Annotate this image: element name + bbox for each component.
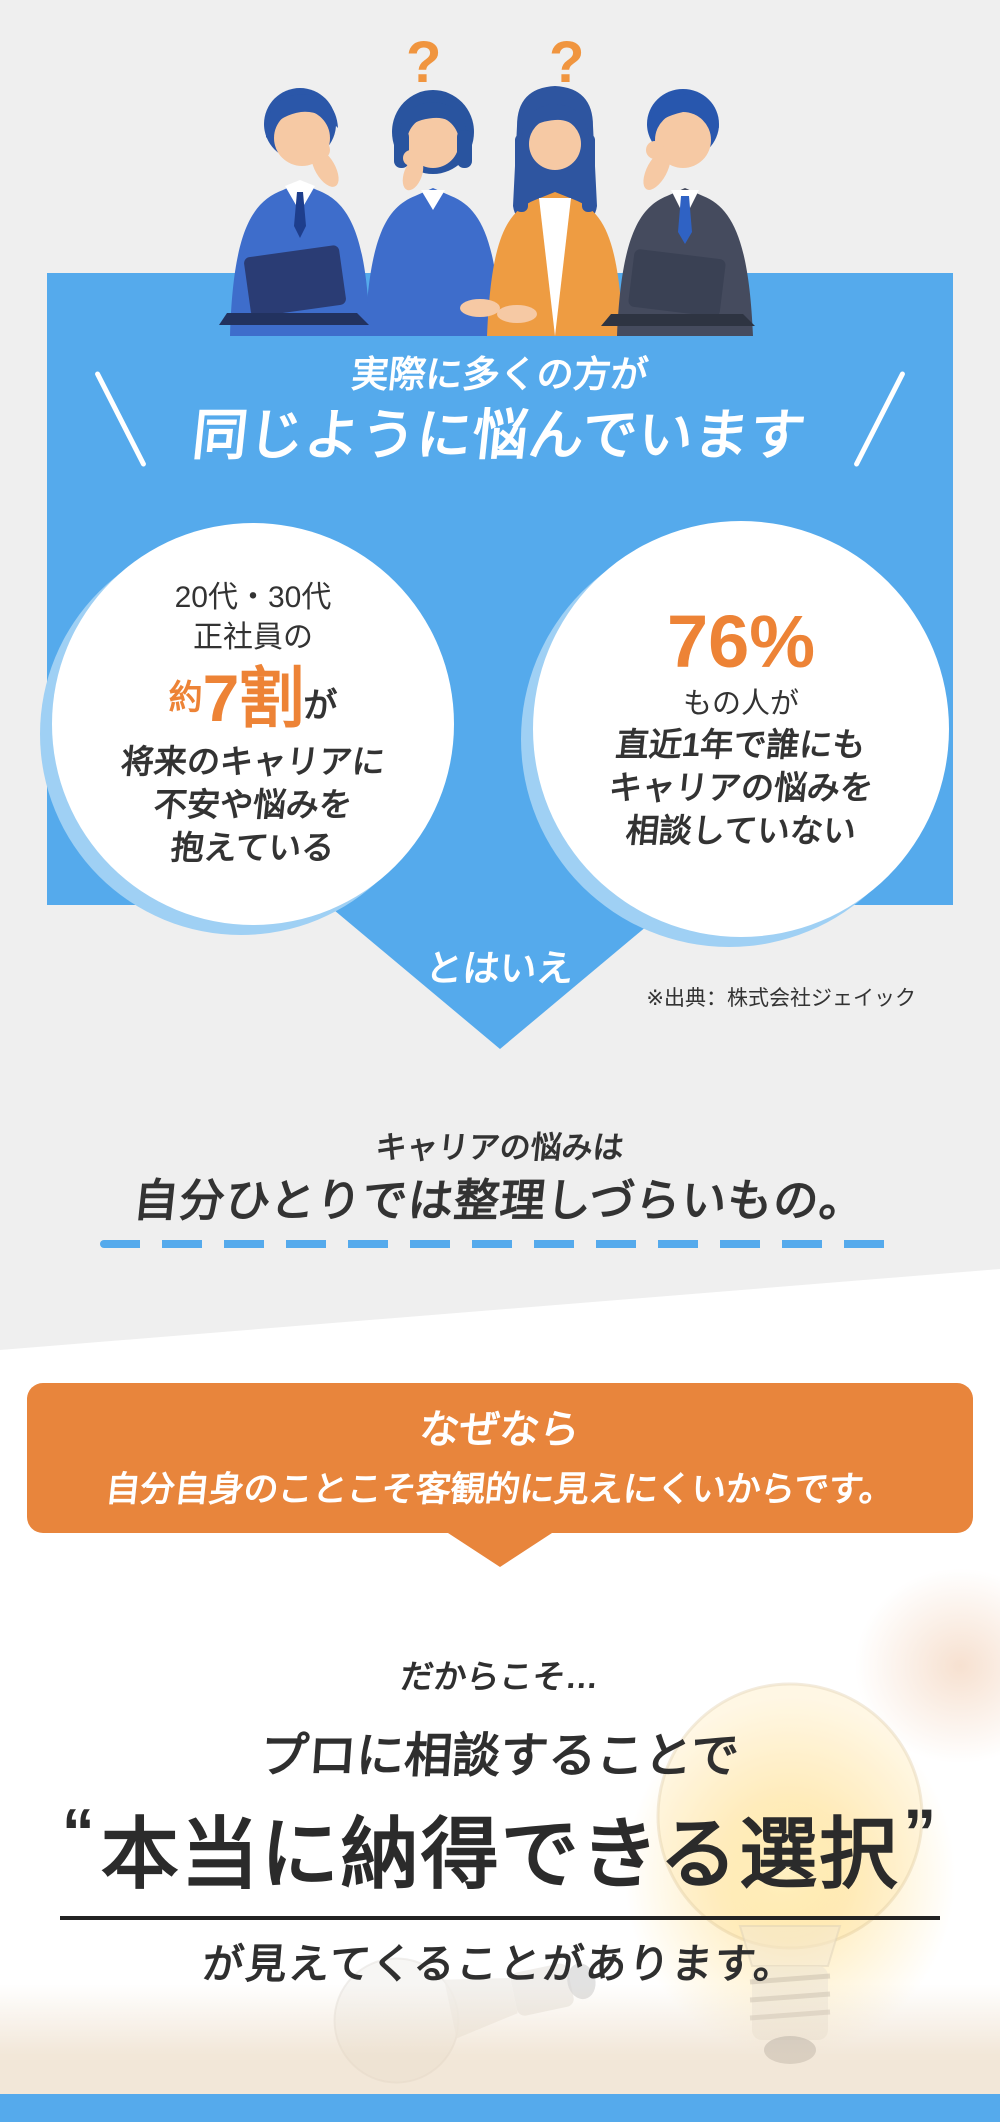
stat-right-percent: 76% — [666, 600, 816, 684]
stat-left-big-number: 7割 — [202, 661, 305, 736]
question-mark-icon: ? — [406, 30, 442, 95]
conclusion-line-3: が見えてくることがあります。 — [200, 1941, 799, 1987]
reason-title: なぜなら — [417, 1408, 582, 1452]
laptop-icon — [219, 245, 369, 325]
dashed-underline — [100, 1240, 900, 1248]
question-mark-icon: ? — [549, 30, 585, 95]
stat-right-line-3: 相談していない — [624, 812, 859, 850]
conclusion-highlight: “本当に納得できる選択” — [0, 1792, 1000, 1904]
stat-left-worry-2: 不安や悩みを — [152, 786, 355, 824]
conclusion-underline — [60, 1916, 940, 1920]
bottom-accent-bar — [0, 2094, 1000, 2122]
stat-left-worry-3: 抱えている — [169, 829, 337, 867]
stat-left-employee: 正社員の — [193, 620, 313, 654]
lead-line-1: キャリアの悩みは — [373, 1130, 626, 1165]
photo-background — [0, 1566, 1000, 2094]
people-illustration-icon — [219, 86, 755, 336]
close-quote-icon: ” — [903, 1795, 939, 1869]
reason-box: なぜなら 自分自身のことこそ客観的に見えにくいからです。 — [27, 1383, 973, 1533]
stat-circle-right: 76% もの人が 直近1年で誰にも キャリアの悩みを 相談していない — [533, 521, 949, 937]
conclusion-intro: だからこそ… — [398, 1658, 601, 1695]
source-note: ※出典：株式会社ジェイック — [646, 987, 916, 1010]
stat-right-line-1: 直近1年で誰にも — [614, 726, 868, 764]
conclusion-highlight-text: 本当に納得できる選択 — [100, 1810, 900, 1898]
hand-photo — [820, 1566, 1000, 1796]
lead-line-2: 自分ひとりでは整理しづらいもの。 — [130, 1175, 869, 1226]
stat-right-people: もの人が — [682, 688, 799, 721]
reason-body: 自分自身のことこそ客観的に見えにくいからです。 — [103, 1470, 896, 1509]
hero-headline-main: 同じように悩んでいます — [189, 404, 810, 466]
stat-left-age: 20代・30代 — [174, 581, 332, 615]
hero-arrow-down — [328, 905, 672, 1049]
bulb-glow-core — [690, 1776, 880, 1966]
conclusion-line-1: プロに相談することで — [258, 1730, 741, 1783]
stat-right-line-2: キャリアの悩みを — [607, 769, 876, 807]
open-quote-icon: “ — [61, 1795, 97, 1869]
stat-circle-left: 20代・30代 正社員の 約7割が 将来のキャリアに 不安や悩みを 抱えている — [52, 523, 454, 925]
desk-surface — [0, 1984, 1000, 2094]
stat-left-figure: 約7割が — [169, 665, 338, 731]
laptop-icon — [601, 249, 755, 326]
stat-left-approx: 約 — [168, 679, 203, 718]
reason-arrow-down — [448, 1533, 552, 1567]
stat-left-worry-1: 将来のキャリアに — [119, 743, 388, 781]
stat-left-particle: が — [303, 687, 338, 726]
